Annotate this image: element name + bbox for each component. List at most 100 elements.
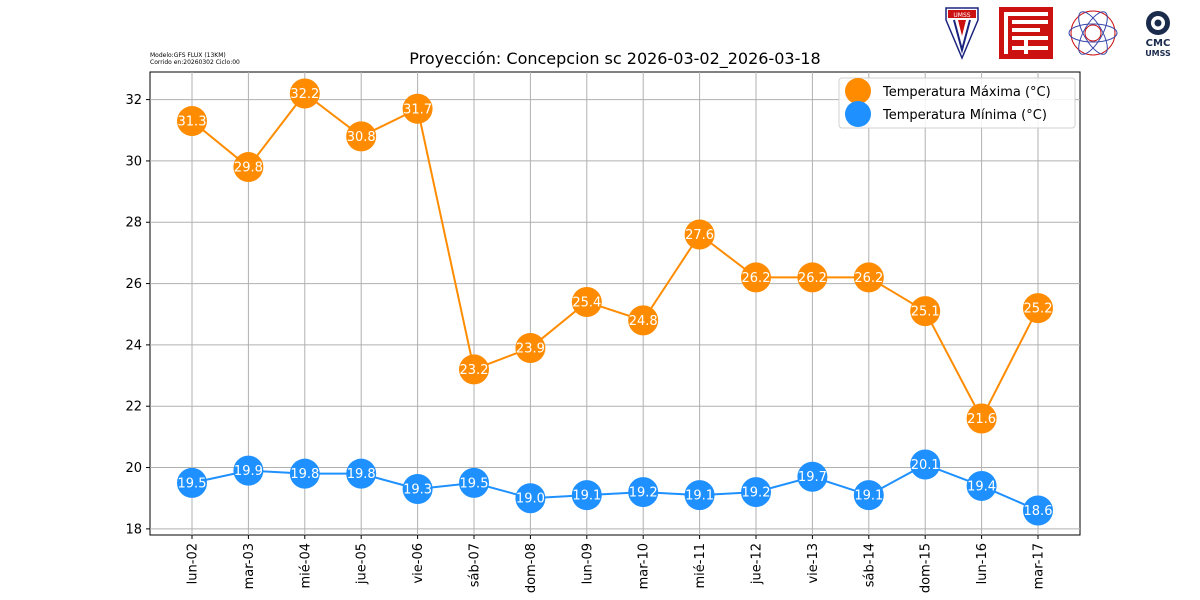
- data-point: [797, 461, 828, 492]
- data-label: 18.6: [1024, 504, 1053, 519]
- data-label: 19.4: [967, 479, 996, 494]
- data-point: [966, 470, 997, 501]
- x-tick-label: mié-11: [693, 543, 708, 589]
- data-label: 27.6: [685, 228, 714, 243]
- x-tick-label: vie-06: [411, 543, 426, 584]
- data-point: [910, 449, 941, 480]
- data-label: 29.8: [234, 161, 263, 176]
- data-point: [741, 477, 771, 508]
- data-point: [571, 286, 602, 317]
- legend-box: [838, 77, 1076, 129]
- data-label: 19.3: [403, 483, 432, 498]
- series-line: [191, 463, 1039, 512]
- x-tick-label: lun-09: [580, 543, 595, 584]
- data-label: 31.7: [403, 102, 432, 117]
- y-tick-label: 26: [125, 277, 142, 292]
- x-tick-label: mié-04: [298, 543, 313, 589]
- faculty-logo: [999, 7, 1053, 59]
- data-point: [797, 262, 828, 293]
- data-label: 19.0: [516, 492, 545, 507]
- y-tick-label: 22: [125, 400, 142, 415]
- model-info: Modelo:GFS FLUX (13KM) Corrido en:202603…: [150, 52, 240, 66]
- data-label: 19.7: [798, 470, 827, 485]
- x-tick-label: mar-10: [637, 543, 652, 589]
- model-run: Corrido en:20260302 Ciclo:00: [150, 59, 240, 66]
- data-point: [515, 483, 546, 514]
- x-tick-label: lun-16: [975, 543, 990, 584]
- data-label: 19.5: [460, 476, 489, 491]
- series-min: 19.5 19.9 19.8 19.8 19.3 19.5 19.0 19.1 19.2 19.1…: [177, 449, 1053, 526]
- data-label: 24.8: [629, 314, 658, 329]
- legend-marker: [845, 78, 871, 104]
- data-label: 19.8: [290, 467, 319, 482]
- data-point: [853, 480, 884, 511]
- y-tick-label: 30: [125, 154, 142, 169]
- data-point: [402, 474, 433, 505]
- x-tick-label: jue-12: [750, 543, 765, 585]
- x-tick-label: mar-03: [242, 543, 257, 589]
- data-point: [628, 305, 659, 336]
- y-tick-label: 20: [125, 461, 142, 476]
- series-layer: 31.3 29.8 32.2 30.8 31.7 23.2 23.9 25.4 24.8 27.6…: [177, 78, 1053, 526]
- x-tick-label: dom-15: [919, 543, 934, 593]
- x-tick-label: sáb-14: [862, 543, 877, 587]
- data-point: [233, 455, 264, 486]
- data-label: 32.2: [290, 87, 319, 102]
- data-label: 25.4: [572, 295, 601, 310]
- data-label: 19.2: [629, 486, 658, 501]
- data-point: [289, 458, 320, 489]
- cmc-logo-subtext: UMSS: [1145, 49, 1171, 58]
- data-label: 19.8: [347, 467, 376, 482]
- y-tick-label: 32: [125, 93, 142, 108]
- data-point: [571, 480, 602, 511]
- data-point: [684, 219, 715, 250]
- x-tick-label: jue-05: [355, 543, 370, 585]
- data-label: 31.3: [178, 115, 207, 130]
- data-point: [402, 93, 433, 124]
- umss-logo: UMSS: [945, 7, 979, 60]
- data-point: [233, 152, 264, 183]
- x-tick-label: vie-13: [806, 543, 821, 584]
- data-label: 26.2: [854, 271, 883, 286]
- data-label: 19.1: [572, 489, 601, 504]
- data-point: [684, 480, 715, 511]
- data-point: [346, 121, 377, 152]
- legend-label: Temperatura Mínima (°C): [882, 108, 1047, 123]
- data-label: 25.1: [911, 305, 940, 320]
- data-label: 21.6: [967, 412, 996, 427]
- plot-area: [149, 71, 1081, 536]
- data-label: 23.2: [460, 363, 489, 378]
- data-label: 20.1: [911, 458, 940, 473]
- x-tick-label: sáb-07: [468, 543, 483, 587]
- legend: Temperatura Máxima (°C) Temperatura Mínim…: [838, 77, 1076, 129]
- series-line: [191, 92, 1039, 421]
- data-point: [853, 262, 884, 293]
- data-point: [628, 477, 659, 508]
- x-axis: lun-02 mar-03 mié-04 jue-05 vie-06 sáb-07 dom-…: [186, 535, 1047, 593]
- data-label: 30.8: [347, 130, 376, 145]
- x-tick-label: dom-08: [524, 543, 539, 593]
- data-label: 19.1: [685, 489, 714, 504]
- legend-marker: [845, 101, 871, 127]
- y-tick-label: 24: [125, 338, 142, 353]
- data-point: [177, 106, 207, 137]
- data-label: 26.2: [742, 271, 771, 286]
- data-label: 19.2: [742, 486, 771, 501]
- data-point: [177, 467, 207, 498]
- x-tick-label: lun-02: [186, 543, 201, 584]
- data-point: [515, 332, 546, 363]
- data-point: [966, 403, 997, 434]
- data-point: [741, 262, 771, 293]
- umss-logo-text: UMSS: [953, 12, 970, 19]
- data-point: [346, 458, 377, 489]
- data-point: [1023, 495, 1053, 526]
- model-name: Modelo:GFS FLUX (13KM): [150, 52, 226, 59]
- data-label: 25.2: [1024, 302, 1053, 317]
- legend-label: Temperatura Máxima (°C): [882, 85, 1051, 100]
- grid: [150, 72, 1080, 535]
- data-label: 19.9: [234, 464, 263, 479]
- cmc-logo-text: CMC: [1146, 38, 1171, 49]
- data-point: [459, 354, 489, 385]
- data-point: [1023, 293, 1053, 324]
